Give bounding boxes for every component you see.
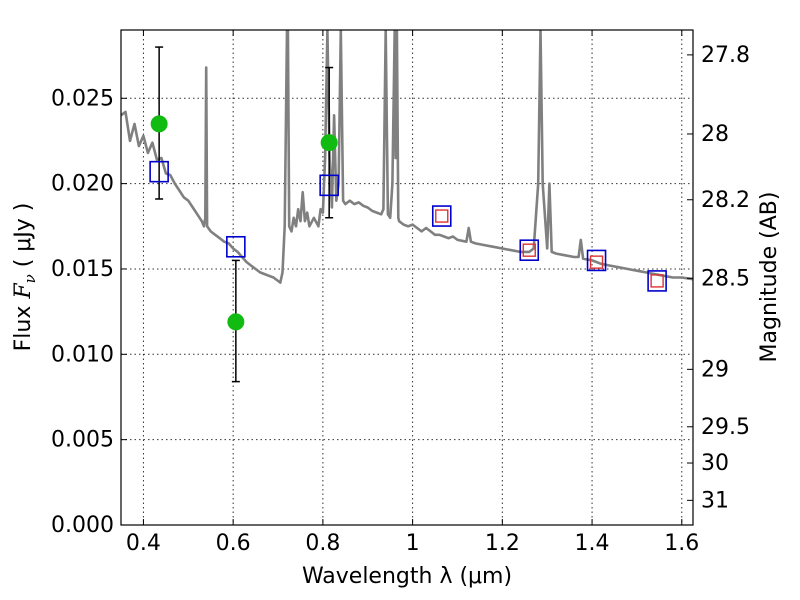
x-tick-label: 1	[406, 531, 420, 556]
y-tick-label: 0.020	[51, 172, 114, 197]
observed-photometry-point	[227, 313, 245, 331]
y2-tick-label: 28.5	[701, 266, 750, 291]
spectrum-line	[121, 30, 693, 284]
observed-photometry-point	[150, 115, 168, 133]
model-photometry-square	[226, 235, 246, 258]
model-photometry-square	[149, 160, 169, 183]
model-photometry-square	[519, 239, 540, 261]
x-tick-label: 0.8	[305, 531, 340, 556]
x-tick-label: 0.4	[126, 531, 161, 556]
x-tick-label: 1.2	[485, 531, 520, 556]
synthetic-photometry-square	[589, 255, 604, 269]
y2-tick-label: 28.2	[701, 188, 750, 213]
y2-tick-label: 29.5	[701, 415, 750, 440]
spectrum-series	[121, 30, 693, 284]
observed-photometry-point	[320, 134, 338, 152]
synthetic-photometry-square	[435, 209, 449, 223]
y2-tick-label: 31	[701, 488, 729, 513]
y2-tick-label: 30	[701, 451, 729, 476]
axis-ticks: 0.4 0.6 0.8 1 1.2 1.4 1.6 0.000 0.005 0.010 0.015 0…	[51, 30, 750, 556]
model-photometry-square	[319, 174, 339, 197]
y-tick-label: 0.025	[51, 86, 114, 111]
x-axis-label: Wavelength λ (μm)	[302, 564, 512, 589]
y2-tick-label: 27.8	[701, 43, 750, 68]
y2-tick-label: 28	[701, 122, 729, 147]
y-tick-label: 0.005	[51, 428, 114, 453]
model-photometry-square	[586, 249, 607, 272]
x-tick-label: 1.4	[575, 531, 610, 556]
y-tick-label: 0.015	[51, 257, 114, 282]
x-tick-label: 0.6	[216, 531, 251, 556]
model-photometry-square	[431, 205, 452, 227]
plot-frame	[120, 29, 694, 526]
y-axis-label: Flux Fν ( μJy )	[11, 203, 39, 352]
x-tick-label: 1.6	[664, 531, 699, 556]
y2-tick-label: 29	[701, 357, 729, 382]
y2-axis-label: Magnitude (AB)	[757, 192, 782, 363]
model-photometry-square	[647, 270, 667, 292]
synthetic-photometry-square	[522, 243, 536, 257]
markers	[149, 115, 667, 331]
synthetic-photometry-square	[650, 274, 664, 288]
y-tick-label: 0.000	[51, 513, 114, 538]
y-tick-label: 0.010	[51, 342, 114, 367]
